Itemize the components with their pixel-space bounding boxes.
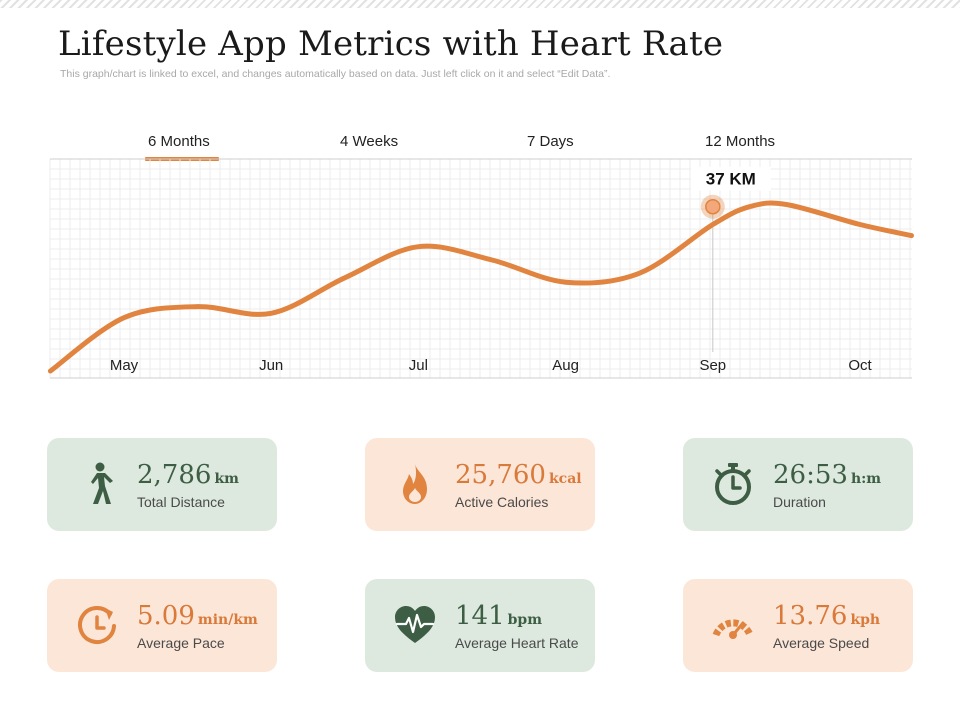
top-stripe xyxy=(0,0,960,8)
average-pace-value-line: 5.09 min/km xyxy=(137,601,258,631)
card-average-heart-rate: 141 bpm Average Heart Rate xyxy=(365,579,595,672)
total-distance-label: Total Distance xyxy=(137,494,225,510)
total-distance-value-line: 2,786 km xyxy=(137,460,239,490)
highlight-label-bg xyxy=(690,166,771,191)
active-calories-label: Active Calories xyxy=(455,494,549,510)
average-pace-label: Average Pace xyxy=(137,635,225,651)
active-calories-unit: kcal xyxy=(548,471,582,487)
tab-6-months[interactable]: 6 Months xyxy=(148,133,210,150)
card-average-pace: 5.09 min/km Average Pace xyxy=(47,579,277,672)
chart-grid xyxy=(49,158,912,378)
total-distance-value: 2,786 xyxy=(137,460,212,490)
line-chart: 37 KM May Jun Jul Aug Sep Oct xyxy=(47,158,914,379)
highlight-marker xyxy=(705,198,721,215)
page-subtitle: This graph/chart is linked to excel, and… xyxy=(60,68,611,80)
flame-icon xyxy=(403,464,427,504)
highlight-label: 37 KM xyxy=(706,170,756,189)
duration-unit: h:m xyxy=(850,471,882,487)
duration-value: 26:53 xyxy=(773,460,848,490)
active-calories-value: 25,760 xyxy=(455,460,546,490)
duration-label: Duration xyxy=(773,494,826,510)
walking-person-icon xyxy=(91,462,113,504)
x-tick-label-oct: Oct xyxy=(848,357,872,374)
average-speed-unit: kph xyxy=(850,612,881,628)
x-tick-label-jul: Jul xyxy=(409,357,428,374)
tab-4-weeks[interactable]: 4 Weeks xyxy=(340,133,399,150)
card-active-calories: 25,760 kcal Active Calories xyxy=(365,438,595,531)
tab-7-days[interactable]: 7 Days xyxy=(527,133,574,150)
average-speed-value: 13.76 xyxy=(773,601,848,631)
tab-12-months[interactable]: 12 Months xyxy=(705,133,776,150)
clock-refresh-icon xyxy=(78,606,116,644)
stopwatch-icon xyxy=(715,463,751,505)
x-tick-label-aug: Aug xyxy=(552,357,579,374)
card-total-distance: 2,786 km Total Distance xyxy=(47,438,277,531)
average-speed-value-line: 13.76 kph xyxy=(773,601,880,631)
average-heart-rate-label: Average Heart Rate xyxy=(455,635,579,651)
x-tick-label-jun: Jun xyxy=(259,357,283,374)
heart-rate-icon xyxy=(395,606,435,643)
x-tick-label-sep: Sep xyxy=(699,357,726,374)
series-line-distance xyxy=(47,200,914,374)
x-tick-label-may: May xyxy=(110,357,139,374)
average-heart-rate-unit: bpm xyxy=(507,612,543,628)
active-calories-value-line: 25,760 kcal xyxy=(455,460,582,490)
average-pace-value: 5.09 xyxy=(137,601,195,631)
average-heart-rate-value: 141 xyxy=(455,601,505,631)
average-heart-rate-value-line: 141 bpm xyxy=(455,601,542,631)
speedometer-icon xyxy=(712,619,754,639)
card-duration: 26:53 h:m Duration xyxy=(683,438,913,531)
total-distance-unit: km xyxy=(214,471,239,487)
average-speed-label: Average Speed xyxy=(773,635,870,651)
average-pace-unit: min/km xyxy=(197,612,258,628)
card-average-speed: 13.76 kph Average Speed xyxy=(683,579,913,672)
page-title: Lifestyle App Metrics with Heart Rate xyxy=(58,24,724,64)
duration-value-line: 26:53 h:m xyxy=(773,460,881,490)
